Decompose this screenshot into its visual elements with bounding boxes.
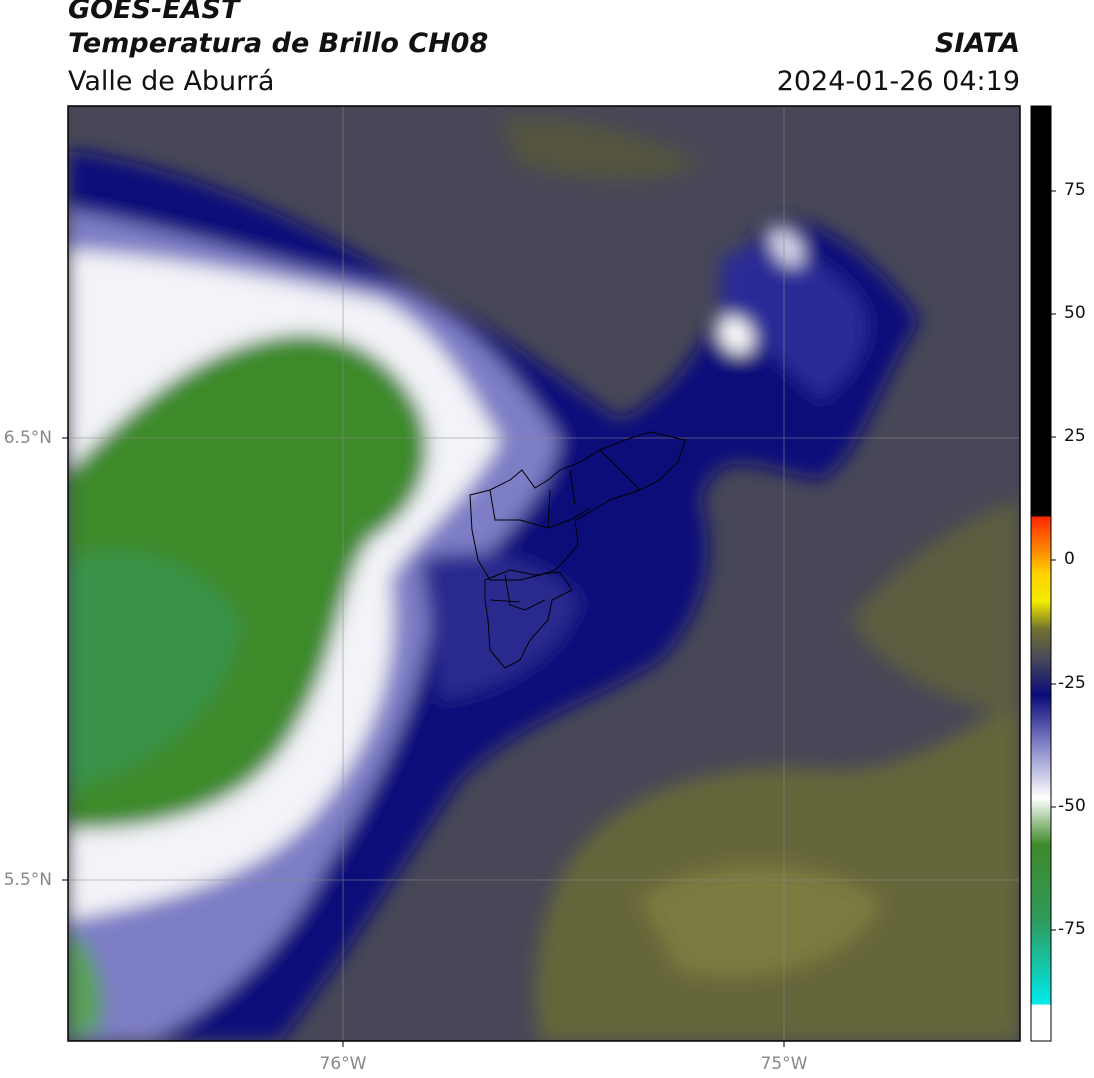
colorbar [1030, 105, 1056, 1042]
latitude-label-5-5n: 5.5°N [3, 870, 52, 890]
product-title: Temperatura de Brillo CH08 [68, 28, 489, 59]
colorbar-tick-50: 50 [1064, 303, 1086, 323]
colorbar-tick-25: 25 [1064, 426, 1086, 446]
brightness-temperature-field [68, 106, 1020, 1041]
longitude-label-76w: 76°W [319, 1054, 367, 1074]
colorbar-tick-minus-50: -50 [1058, 796, 1086, 816]
map-frame [67, 105, 1021, 1042]
region-subtitle: Valle de Aburrá [68, 66, 275, 97]
colorbar-tick-minus-75: -75 [1058, 919, 1086, 939]
colorbar-tick-0: 0 [1064, 549, 1075, 569]
map-gridlines [68, 106, 1020, 1041]
longitude-label-75w: 75°W [760, 1054, 808, 1074]
latitude-label-6-5n: 6.5°N [3, 428, 52, 448]
timestamp-label: 2024-01-26 04:19 [776, 66, 1020, 97]
satellite-title: GOES-EAST [68, 0, 240, 25]
organization-label: SIATA [934, 28, 1020, 59]
colorbar-tick-75: 75 [1064, 180, 1086, 200]
colorbar-tick-minus-25: -25 [1058, 673, 1086, 693]
municipality-boundaries [469, 431, 686, 669]
